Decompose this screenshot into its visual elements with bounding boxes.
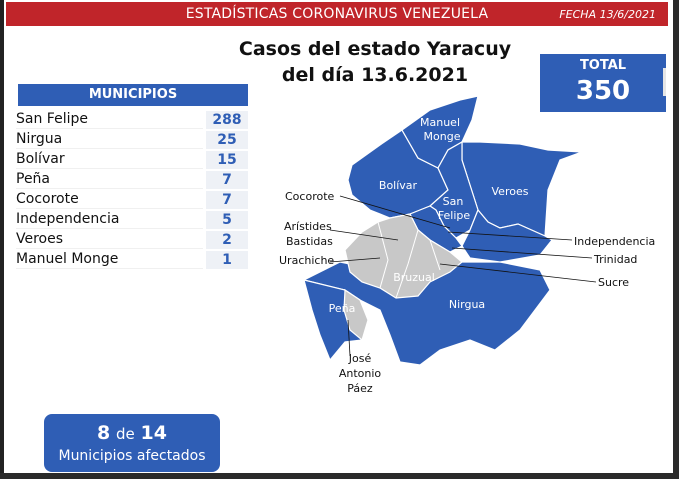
municipio-name: Veroes xyxy=(16,231,64,247)
label-san-felipe-1: San xyxy=(443,195,464,208)
label-veroes: Veroes xyxy=(492,185,529,198)
row-divider xyxy=(16,228,203,229)
label-aristides-1: Arístides xyxy=(284,220,332,233)
total-value: 350 xyxy=(575,76,631,106)
municipio-cases: 25 xyxy=(206,131,248,149)
left-border xyxy=(0,0,4,479)
label-nirgua: Nirgua xyxy=(449,298,485,311)
label-jose-3: Páez xyxy=(347,382,373,395)
municipio-cases: 5 xyxy=(206,211,248,229)
label-urachiche: Urachiche xyxy=(279,254,334,267)
table-row: Veroes 2 xyxy=(16,230,248,250)
right-border xyxy=(673,0,679,479)
label-sucre: Sucre xyxy=(598,276,629,289)
municipio-name: San Felipe xyxy=(16,111,88,127)
table-row: Peña 7 xyxy=(16,170,248,190)
row-divider xyxy=(16,208,203,209)
map-region-unaffected xyxy=(344,213,463,299)
label-cocorote: Cocorote xyxy=(285,190,335,203)
municipio-cases: 1 xyxy=(206,251,248,269)
header-title: ESTADÍSTICAS CORONAVIRUS VENEZUELA xyxy=(185,6,489,22)
map-region-jose-antonio-paez xyxy=(343,288,369,342)
affected-label: Municipios afectados xyxy=(58,448,206,464)
municipio-name: Independencia xyxy=(16,211,120,227)
municipio-cases: 2 xyxy=(206,231,248,249)
affected-total: 14 xyxy=(140,422,167,444)
municipio-cases: 7 xyxy=(206,191,248,209)
bottom-border xyxy=(0,473,679,479)
label-san-felipe-2: Felipe xyxy=(438,209,471,222)
leader-lines xyxy=(329,195,597,357)
label-manuel-monge-1: Manuel xyxy=(420,116,460,129)
row-divider xyxy=(16,148,203,149)
affected-of: de xyxy=(116,425,135,443)
municipio-name: Peña xyxy=(16,171,51,187)
header-date: FECHA 13/6/2021 xyxy=(559,8,656,21)
label-jose-2: Antonio xyxy=(339,367,382,380)
municipio-cases: 288 xyxy=(206,111,248,129)
title-line-1: Casos del estado Yaracuy xyxy=(238,38,512,60)
row-divider xyxy=(16,268,203,269)
header-bar: ESTADÍSTICAS CORONAVIRUS VENEZUELA FECHA… xyxy=(6,2,668,26)
title-line-2: del día 13.6.2021 xyxy=(281,64,469,86)
municipio-name: Manuel Monge xyxy=(16,251,119,267)
row-divider xyxy=(16,128,203,129)
label-bruzual: Bruzual xyxy=(393,271,435,284)
table-row: San Felipe 288 xyxy=(16,110,248,130)
label-manuel-monge-2: Monge xyxy=(424,130,461,143)
affected-number: 8 xyxy=(97,422,111,444)
affected-box: 8 de 14 Municipios afectados xyxy=(44,414,220,472)
label-independencia: Independencia xyxy=(574,235,655,248)
label-pena: Peña xyxy=(329,302,356,315)
municipios-header: MUNICIPIOS xyxy=(18,84,248,106)
affected-count: 8 de 14 xyxy=(44,422,220,444)
table-row: Manuel Monge 1 xyxy=(16,250,248,270)
table-row: Bolívar 15 xyxy=(16,150,248,170)
row-divider xyxy=(16,248,203,249)
municipio-cases: 7 xyxy=(206,171,248,189)
map-divider xyxy=(377,221,441,299)
municipio-name: Cocorote xyxy=(16,191,79,207)
label-bolivar: Bolívar xyxy=(379,179,418,192)
map-region-manuel-monge xyxy=(401,95,479,169)
municipio-name: Nirgua xyxy=(16,131,63,147)
table-row: Cocorote 7 xyxy=(16,190,248,210)
row-divider xyxy=(16,168,203,169)
page-title: Casos del estado Yaracuy del día 13.6.20… xyxy=(230,36,520,88)
label-jose-1: José xyxy=(348,352,372,365)
label-aristides-2: Bastidas xyxy=(286,235,333,248)
table-row: Nirgua 25 xyxy=(16,130,248,150)
municipio-cases: 15 xyxy=(206,151,248,169)
total-box: TOTAL 350 xyxy=(540,54,666,112)
label-trinidad: Trinidad xyxy=(593,253,637,266)
total-accent-bar xyxy=(663,68,666,96)
municipios-table: San Felipe 288 Nirgua 25 Bolívar 15 Peña 7 C… xyxy=(16,110,248,270)
municipio-name: Bolívar xyxy=(16,151,65,167)
total-label: TOTAL xyxy=(579,58,627,73)
row-divider xyxy=(16,188,203,189)
table-row: Independencia 5 xyxy=(16,210,248,230)
